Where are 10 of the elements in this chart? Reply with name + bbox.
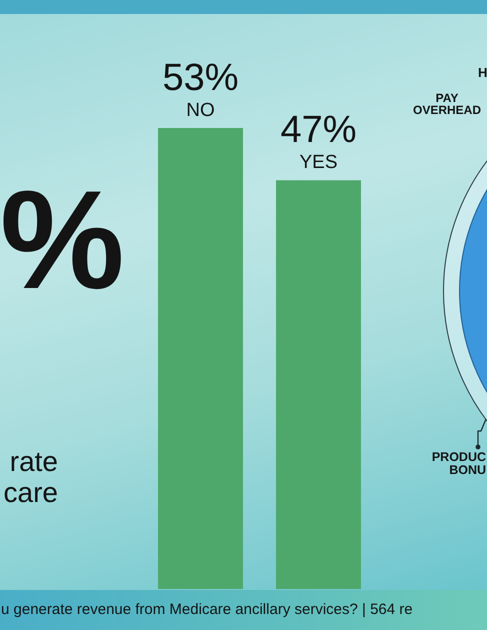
data-label: 53% [162, 57, 239, 99]
text: rate care [4, 446, 58, 508]
text: % [0, 161, 124, 318]
x-tick-label: NO [186, 100, 215, 121]
data-label: 47% [280, 109, 357, 152]
text: H [478, 65, 487, 80]
text: u generate revenue from Medicare ancillary services? | 564 re [1, 601, 413, 618]
text: PRODUC BONU [432, 450, 486, 477]
x-tick-label: YES [299, 152, 338, 174]
text: PAY OVERHEAD [412, 91, 481, 117]
